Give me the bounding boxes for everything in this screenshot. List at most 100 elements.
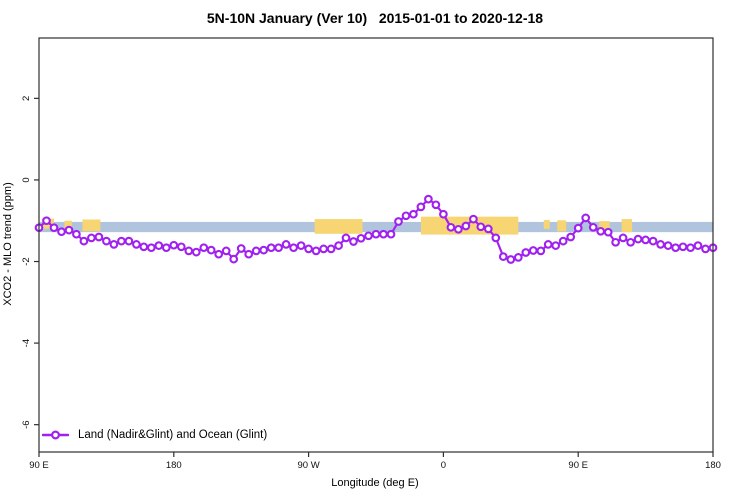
- data-point-marker: [184, 246, 194, 256]
- data-point-marker: [266, 243, 276, 253]
- data-point-marker: [154, 241, 164, 250]
- yellow-region: [599, 221, 610, 233]
- data-point-marker: [169, 240, 179, 250]
- legend-sample-icon: [42, 430, 69, 440]
- data-point-marker: [693, 241, 703, 250]
- data-point-marker: [431, 200, 441, 210]
- data-point-marker: [146, 243, 156, 253]
- data-point-marker: [109, 240, 119, 249]
- data-point-marker: [236, 244, 246, 253]
- data-point-marker: [42, 216, 51, 226]
- x-tick-label: 180: [705, 460, 721, 471]
- data-point-marker: [304, 244, 313, 254]
- data-point-marker: [64, 225, 74, 235]
- data-point-marker: [678, 242, 688, 252]
- data-point-marker: [176, 242, 186, 252]
- data-point-marker: [641, 235, 650, 245]
- data-point-marker: [206, 245, 216, 255]
- y-axis-ticks: 2 0 -2 -4 -6: [21, 96, 39, 429]
- data-point-marker: [214, 249, 224, 259]
- data-point-marker: [626, 237, 635, 247]
- data-point-marker: [57, 227, 66, 237]
- legend-entry-label: Land (Nadir&Glint) and Ocean (Glint): [78, 429, 268, 441]
- chart-title: 5N-10N January (Ver 10) 2015-01-01 to 20…: [206, 10, 544, 26]
- data-point-marker: [566, 232, 576, 242]
- y-axis-label: XCO2 - MLO trend (ppm): [2, 182, 14, 306]
- data-point-marker: [618, 233, 628, 243]
- data-point-marker: [341, 233, 351, 243]
- data-series: [34, 194, 718, 264]
- yellow-region: [621, 219, 633, 233]
- data-point-marker: [221, 246, 231, 256]
- data-point-marker: [79, 236, 89, 246]
- x-tick-label: 90 W: [298, 460, 320, 471]
- data-point-marker: [656, 240, 665, 249]
- data-point-marker: [401, 211, 411, 221]
- data-point-marker: [603, 227, 613, 237]
- y-tick-label: -4: [21, 339, 32, 347]
- data-point-marker: [686, 243, 695, 253]
- data-point-marker: [461, 221, 471, 231]
- data-point-marker: [611, 237, 620, 247]
- data-point-marker: [386, 229, 396, 239]
- yellow-region: [64, 220, 72, 230]
- x-tick-label: 90 E: [568, 460, 588, 471]
- y-tick-label: -2: [21, 257, 32, 265]
- data-point-marker: [117, 236, 126, 246]
- data-point-marker: [573, 223, 583, 233]
- data-point-marker: [87, 233, 96, 243]
- data-point-marker: [439, 209, 448, 219]
- yellow-region: [314, 219, 363, 234]
- plot-frame: [38, 37, 714, 453]
- data-point-marker: [446, 222, 456, 232]
- data-point-marker: [289, 243, 298, 253]
- x-tick-label: 90 E: [29, 460, 49, 471]
- data-point-marker: [102, 236, 111, 246]
- y-tick-label: 2: [21, 96, 32, 101]
- data-point-marker: [491, 233, 501, 243]
- data-point-marker: [274, 243, 283, 253]
- data-point-marker: [94, 232, 104, 242]
- data-point-marker: [251, 246, 261, 256]
- x-tick-label: 180: [166, 460, 182, 471]
- data-point-marker: [596, 226, 606, 236]
- data-point-marker: [349, 237, 358, 246]
- data-point-marker: [551, 241, 561, 250]
- data-point-marker: [454, 224, 463, 234]
- data-point-marker: [326, 244, 336, 254]
- data-point-marker: [409, 209, 418, 219]
- data-point-marker: [244, 249, 254, 259]
- data-point-marker: [311, 246, 321, 256]
- data-point-marker: [588, 222, 598, 232]
- data-point-marker: [469, 214, 478, 224]
- legend: Land (Nadir&Glint) and Ocean (Glint): [42, 429, 267, 441]
- data-point-marker: [498, 252, 508, 261]
- data-point-marker: [124, 236, 134, 246]
- data-point-marker: [394, 217, 403, 226]
- data-point-marker: [671, 243, 680, 253]
- data-point-marker: [364, 231, 373, 241]
- data-point-marker: [132, 240, 141, 249]
- yellow-region: [557, 220, 567, 232]
- data-point-marker: [528, 246, 538, 255]
- data-point-marker: [701, 244, 710, 254]
- data-point-marker: [648, 236, 658, 246]
- data-point-marker: [581, 213, 591, 223]
- y-tick-label: 0: [21, 177, 32, 182]
- data-point-marker: [424, 194, 433, 204]
- data-point-marker: [356, 233, 366, 243]
- data-point-marker: [49, 223, 59, 233]
- data-point-marker: [139, 242, 149, 252]
- data-point-marker: [521, 248, 531, 257]
- data-point-marker: [558, 236, 568, 246]
- data-point-marker: [633, 234, 643, 244]
- yellow-region: [82, 219, 101, 232]
- yellow-region: [543, 219, 550, 229]
- x-axis-ticks: 90 E 180 90 W 0 90 E 180: [29, 452, 721, 471]
- blue-band: [39, 221, 713, 233]
- data-point-marker: [72, 229, 81, 239]
- data-point-marker: [416, 202, 426, 212]
- data-point-marker: [513, 253, 523, 262]
